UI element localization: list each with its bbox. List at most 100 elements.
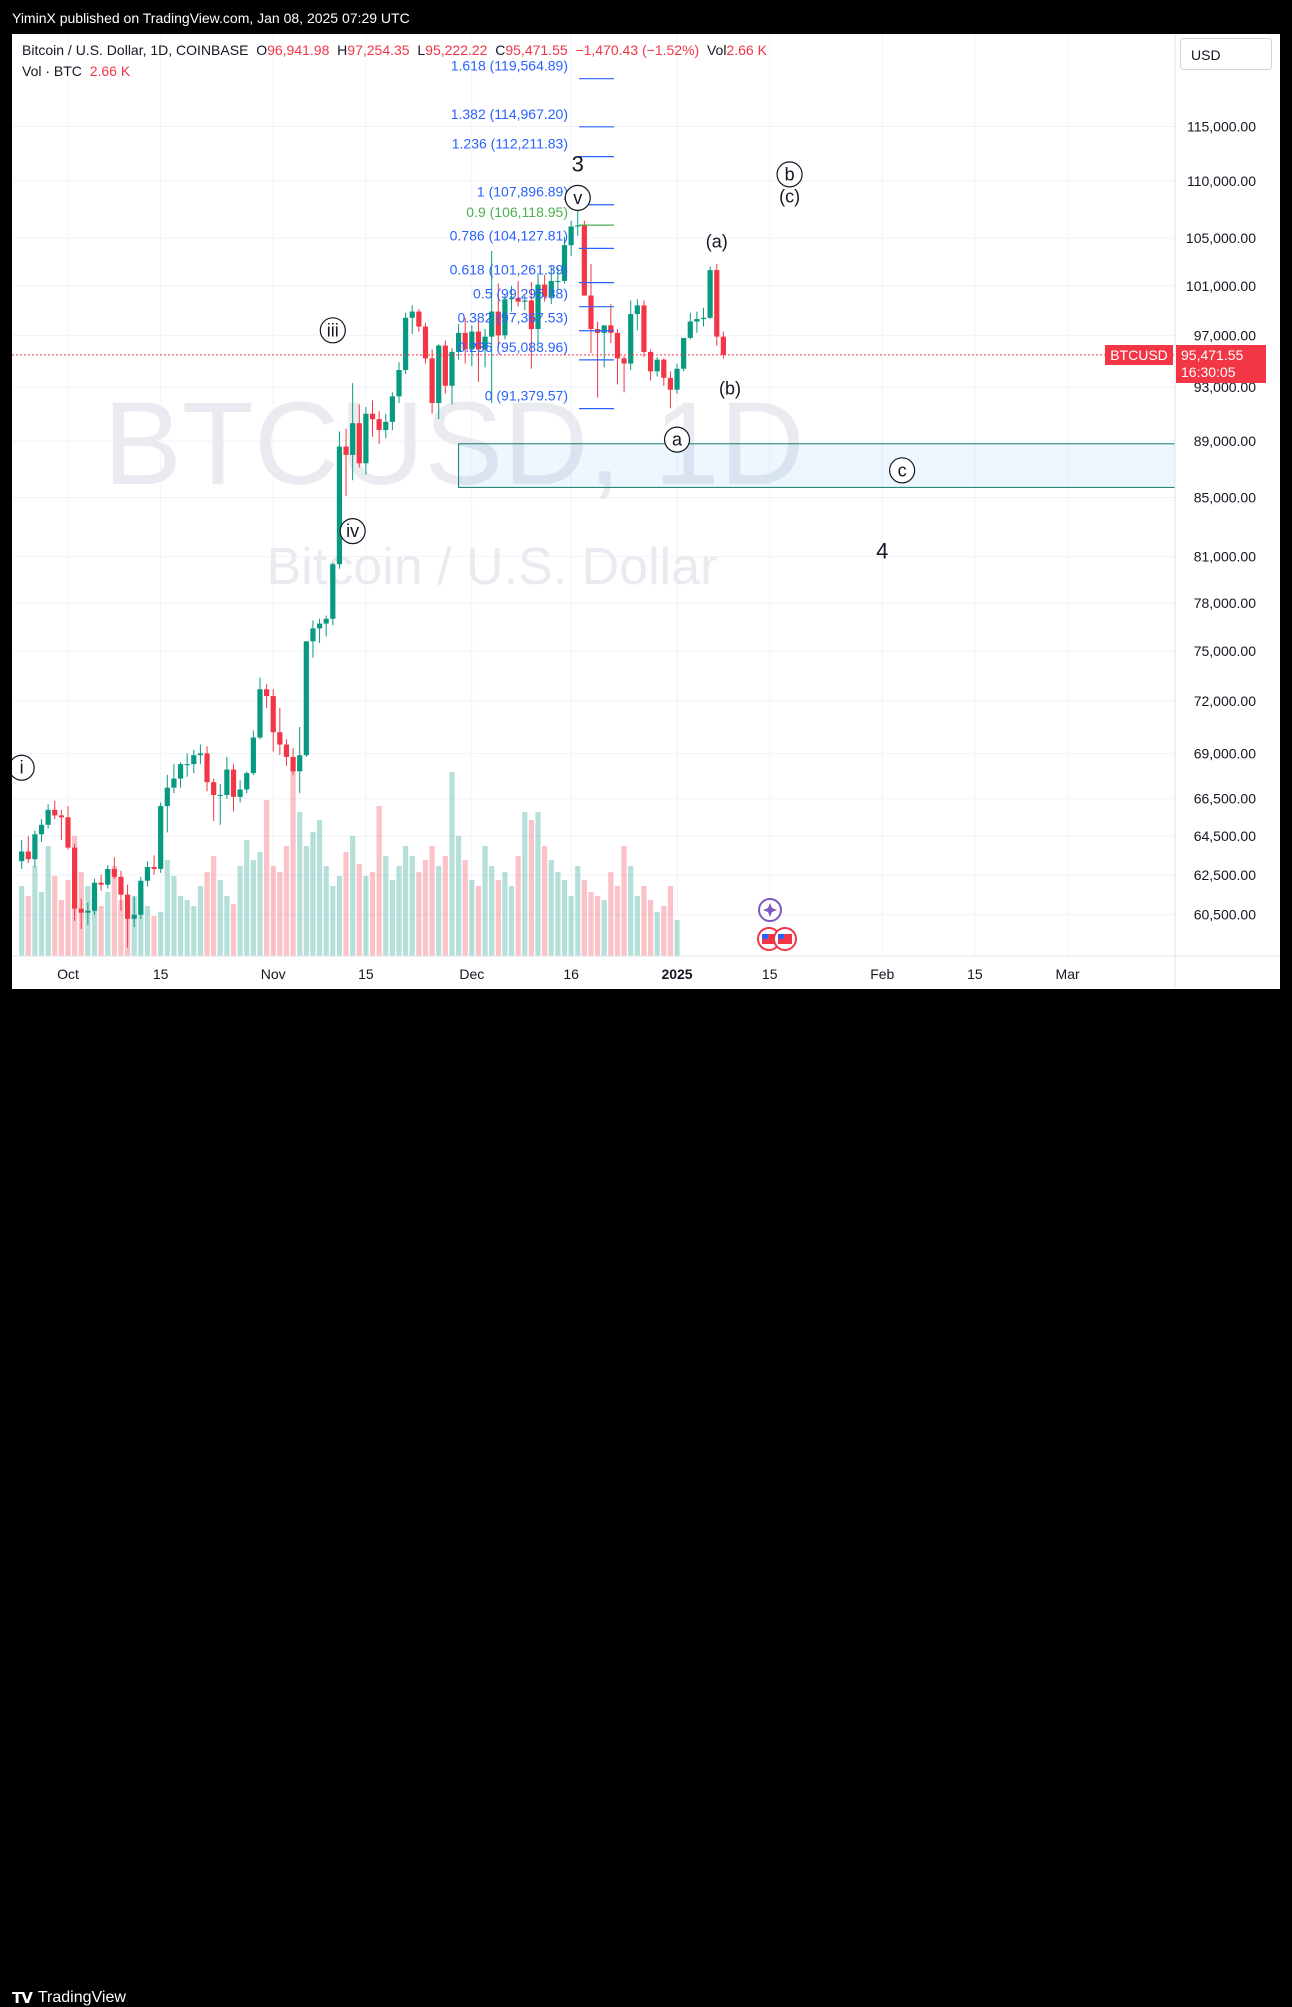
candle[interactable] bbox=[323, 615, 329, 637]
wave-label-c[interactable]: c bbox=[889, 457, 916, 484]
candle[interactable] bbox=[634, 299, 640, 331]
candle[interactable] bbox=[469, 325, 475, 367]
candle[interactable] bbox=[681, 337, 687, 372]
candle[interactable] bbox=[310, 620, 316, 658]
candle[interactable] bbox=[32, 830, 38, 867]
candle[interactable] bbox=[369, 400, 376, 437]
candlestick-chart[interactable]: BTCUSD, 1D Bitcoin / U.S. Dollar 1.618 (… bbox=[12, 34, 1280, 989]
candle[interactable] bbox=[363, 407, 369, 475]
candle[interactable] bbox=[350, 383, 356, 481]
candle[interactable] bbox=[409, 305, 415, 335]
candle[interactable] bbox=[270, 689, 276, 752]
candles[interactable] bbox=[19, 200, 726, 948]
candle[interactable] bbox=[700, 307, 707, 327]
crypto-event-icon[interactable] bbox=[758, 898, 782, 922]
candle[interactable] bbox=[277, 708, 283, 756]
candle[interactable] bbox=[303, 641, 309, 757]
candle[interactable] bbox=[694, 311, 700, 333]
candle[interactable] bbox=[171, 764, 177, 794]
target-zone-rect[interactable] bbox=[458, 443, 1176, 488]
candle[interactable] bbox=[714, 264, 720, 346]
candle[interactable] bbox=[442, 340, 448, 394]
candle[interactable] bbox=[403, 312, 409, 374]
wave-label-(a)[interactable]: (a) bbox=[706, 232, 728, 252]
candle[interactable] bbox=[151, 855, 157, 875]
candle[interactable] bbox=[436, 344, 442, 420]
candle[interactable] bbox=[515, 280, 521, 307]
candle[interactable] bbox=[614, 329, 621, 385]
candle[interactable] bbox=[25, 836, 31, 864]
candle[interactable] bbox=[164, 774, 170, 833]
time-axis[interactable]: Oct 15 Nov 15 Dec 16 2025 15 Feb 15 Mar bbox=[57, 966, 1080, 982]
candle[interactable] bbox=[65, 806, 71, 850]
candle[interactable] bbox=[482, 329, 488, 368]
candle[interactable] bbox=[343, 428, 349, 497]
candle[interactable] bbox=[389, 392, 395, 431]
fib-extension[interactable]: 1.618 (119,564.89) 1.382 (114,967.20) 1.23… bbox=[450, 58, 614, 410]
candle[interactable] bbox=[489, 251, 495, 404]
candle[interactable] bbox=[674, 363, 680, 394]
wave-label-3[interactable]: 3 bbox=[572, 151, 584, 176]
candle[interactable] bbox=[131, 896, 137, 927]
candle[interactable] bbox=[98, 874, 104, 891]
candle[interactable] bbox=[204, 746, 210, 792]
candle[interactable] bbox=[290, 748, 296, 775]
candle[interactable] bbox=[244, 771, 250, 794]
candle[interactable] bbox=[124, 884, 131, 948]
candle[interactable] bbox=[72, 843, 78, 921]
candle[interactable] bbox=[118, 870, 124, 911]
candle[interactable] bbox=[621, 355, 627, 393]
candle[interactable] bbox=[224, 756, 230, 799]
candle[interactable] bbox=[330, 562, 336, 626]
candle[interactable] bbox=[561, 236, 568, 284]
candle[interactable] bbox=[608, 304, 614, 343]
candle[interactable] bbox=[336, 431, 343, 569]
candle[interactable] bbox=[720, 331, 726, 359]
candle[interactable] bbox=[177, 762, 184, 788]
candle[interactable] bbox=[508, 285, 515, 312]
candle[interactable] bbox=[144, 861, 151, 887]
candle[interactable] bbox=[297, 727, 303, 794]
candle[interactable] bbox=[707, 266, 713, 320]
candle[interactable] bbox=[85, 902, 91, 925]
candle[interactable] bbox=[588, 264, 594, 354]
chart-area[interactable]: BTCUSD, 1D Bitcoin / U.S. Dollar 1.618 (… bbox=[12, 34, 1280, 989]
candle[interactable] bbox=[197, 744, 203, 765]
candle[interactable] bbox=[211, 778, 217, 822]
candle[interactable] bbox=[522, 295, 528, 311]
candle[interactable] bbox=[396, 362, 402, 404]
candle[interactable] bbox=[19, 839, 25, 869]
candle[interactable] bbox=[230, 764, 237, 812]
wave-label-(b)[interactable]: (b) bbox=[719, 378, 741, 398]
legend-title[interactable]: Bitcoin / U.S. Dollar, 1D, COINBASE bbox=[22, 42, 249, 58]
candle[interactable] bbox=[416, 309, 422, 332]
volume-indicator-label[interactable]: Vol · BTC bbox=[22, 63, 82, 79]
candle[interactable] bbox=[91, 878, 98, 915]
candle[interactable] bbox=[184, 753, 190, 777]
currency-selector[interactable]: USD bbox=[1180, 38, 1272, 70]
candle[interactable] bbox=[58, 809, 64, 840]
wave-label-4[interactable]: 4 bbox=[876, 539, 888, 564]
wave-label-iv[interactable]: iv bbox=[339, 518, 366, 545]
candle[interactable] bbox=[535, 274, 541, 351]
wave-label-iii[interactable]: iii bbox=[319, 317, 346, 344]
candle[interactable] bbox=[250, 730, 256, 775]
candle[interactable] bbox=[257, 677, 263, 740]
candle[interactable] bbox=[449, 348, 455, 405]
candle[interactable] bbox=[641, 300, 647, 358]
candle[interactable] bbox=[422, 322, 429, 364]
candle[interactable] bbox=[429, 349, 435, 414]
candle[interactable] bbox=[555, 267, 561, 290]
candle[interactable] bbox=[568, 220, 574, 256]
candle[interactable] bbox=[628, 300, 634, 371]
candle[interactable] bbox=[462, 317, 468, 364]
candle[interactable] bbox=[237, 780, 243, 803]
candle[interactable] bbox=[542, 274, 548, 302]
candle[interactable] bbox=[687, 312, 693, 340]
candle[interactable] bbox=[383, 413, 389, 439]
candle[interactable] bbox=[191, 749, 197, 774]
candle[interactable] bbox=[495, 283, 501, 349]
candle[interactable] bbox=[283, 739, 290, 766]
candle[interactable] bbox=[654, 357, 660, 377]
wave-label-(c)[interactable]: (c) bbox=[779, 187, 800, 207]
